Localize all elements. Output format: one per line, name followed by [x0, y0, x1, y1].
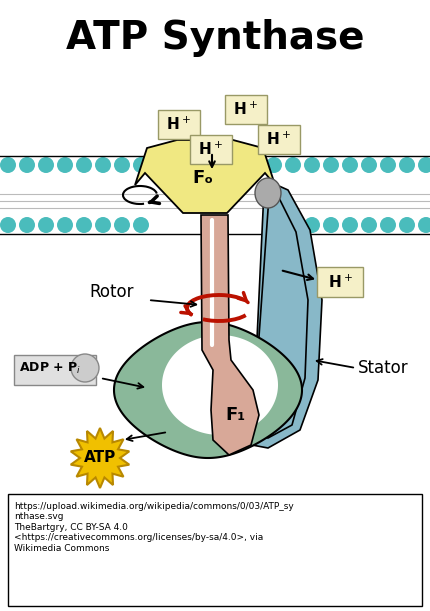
Circle shape	[323, 217, 339, 233]
Text: H$^+$: H$^+$	[266, 130, 290, 148]
Text: ATP Synthase: ATP Synthase	[66, 19, 364, 57]
FancyBboxPatch shape	[14, 355, 96, 385]
Circle shape	[304, 217, 320, 233]
Circle shape	[266, 217, 282, 233]
FancyBboxPatch shape	[158, 110, 200, 139]
Circle shape	[38, 217, 54, 233]
Text: Stator: Stator	[358, 359, 408, 377]
Bar	[8, 494, 422, 606]
Circle shape	[0, 157, 16, 173]
Circle shape	[342, 157, 358, 173]
Bar	[0, 175, 430, 215]
Circle shape	[285, 157, 301, 173]
Circle shape	[38, 157, 54, 173]
Circle shape	[114, 157, 130, 173]
Circle shape	[95, 217, 111, 233]
Circle shape	[266, 157, 282, 173]
Text: ADP + P$_i$: ADP + P$_i$	[19, 360, 81, 376]
Circle shape	[380, 217, 396, 233]
Circle shape	[380, 157, 396, 173]
Text: https://upload.wikimedia.org/wikipedia/commons/0/03/ATP_sy
nthase.svg
TheBartgry: https://upload.wikimedia.org/wikipedia/c…	[14, 502, 294, 552]
Circle shape	[57, 157, 73, 173]
Circle shape	[76, 157, 92, 173]
Text: ATP: ATP	[84, 450, 116, 466]
FancyBboxPatch shape	[317, 267, 363, 297]
FancyBboxPatch shape	[190, 135, 232, 164]
Circle shape	[76, 217, 92, 233]
Circle shape	[133, 157, 149, 173]
Circle shape	[19, 217, 35, 233]
Circle shape	[361, 217, 377, 233]
Text: F₁: F₁	[225, 406, 245, 424]
Circle shape	[304, 157, 320, 173]
Circle shape	[399, 157, 415, 173]
Polygon shape	[71, 428, 129, 488]
Polygon shape	[135, 140, 275, 213]
Circle shape	[418, 157, 430, 173]
Circle shape	[114, 217, 130, 233]
Text: H$^+$: H$^+$	[328, 273, 352, 291]
FancyBboxPatch shape	[258, 125, 300, 154]
Polygon shape	[162, 335, 278, 435]
Circle shape	[418, 217, 430, 233]
Circle shape	[133, 217, 149, 233]
Text: Fₒ: Fₒ	[193, 169, 214, 187]
Polygon shape	[114, 322, 302, 458]
Circle shape	[71, 354, 99, 382]
Circle shape	[323, 157, 339, 173]
Polygon shape	[252, 182, 322, 448]
Text: H$^+$: H$^+$	[198, 141, 222, 158]
Circle shape	[0, 217, 16, 233]
Text: H$^+$: H$^+$	[233, 100, 258, 118]
Circle shape	[342, 217, 358, 233]
FancyBboxPatch shape	[225, 95, 267, 124]
Circle shape	[399, 217, 415, 233]
Circle shape	[19, 157, 35, 173]
Circle shape	[361, 157, 377, 173]
Polygon shape	[201, 215, 259, 455]
Circle shape	[57, 217, 73, 233]
Circle shape	[285, 217, 301, 233]
Text: H$^+$: H$^+$	[166, 115, 190, 133]
Text: Rotor: Rotor	[90, 283, 134, 301]
Ellipse shape	[255, 178, 281, 208]
Circle shape	[95, 157, 111, 173]
